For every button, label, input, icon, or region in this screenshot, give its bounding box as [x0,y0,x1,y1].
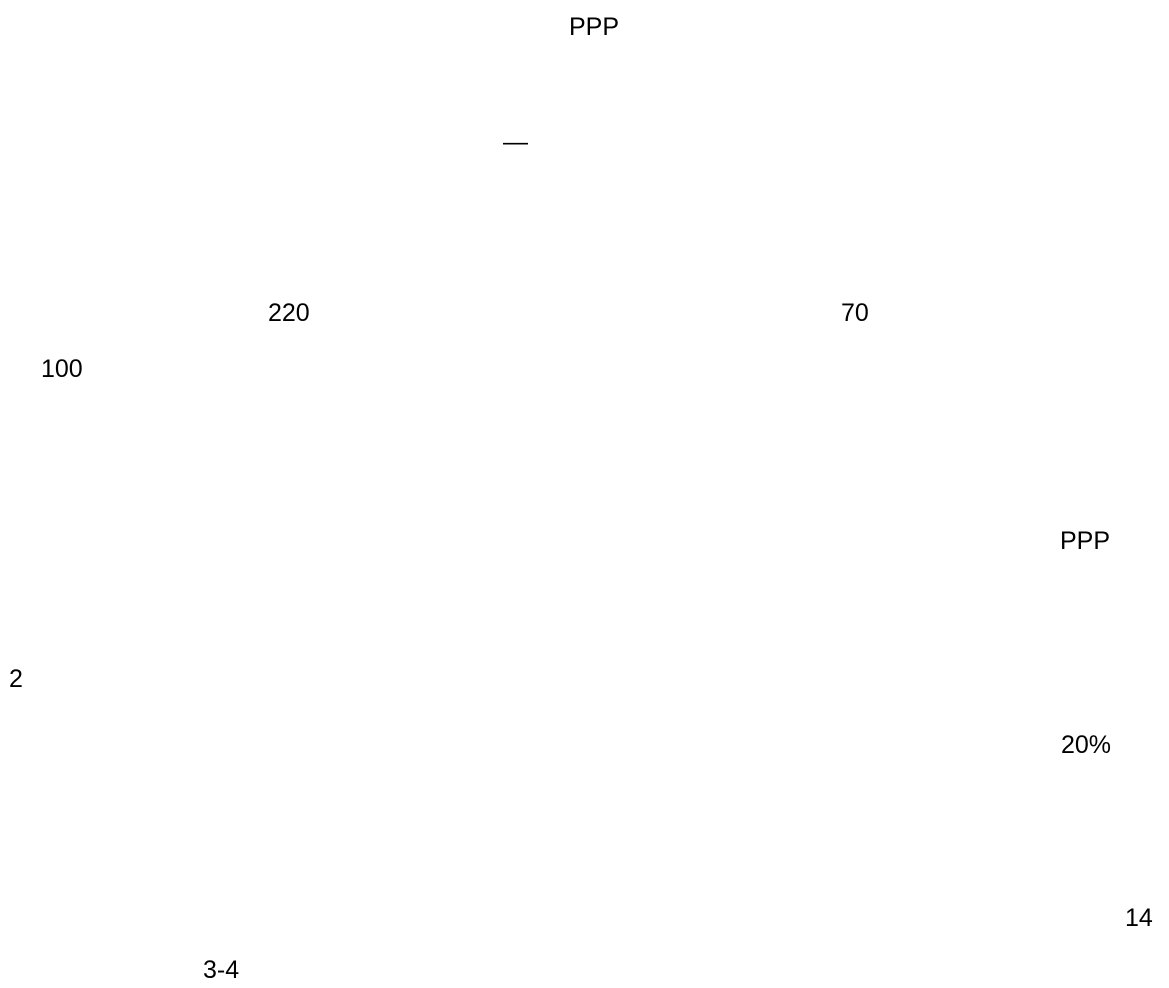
number-220-text: 220 [268,299,310,327]
number-70-text: 70 [841,299,869,327]
ppp-label-text: PPP [1060,527,1111,555]
page-title: PPP [569,13,620,41]
em-dash-text: — [503,128,528,156]
range-3-4-text: 3-4 [203,956,240,984]
number-2-text: 2 [9,665,23,693]
percent-20-text: 20% [1061,731,1112,759]
number-14-text: 14 [1125,904,1153,932]
number-100-text: 100 [41,355,83,383]
